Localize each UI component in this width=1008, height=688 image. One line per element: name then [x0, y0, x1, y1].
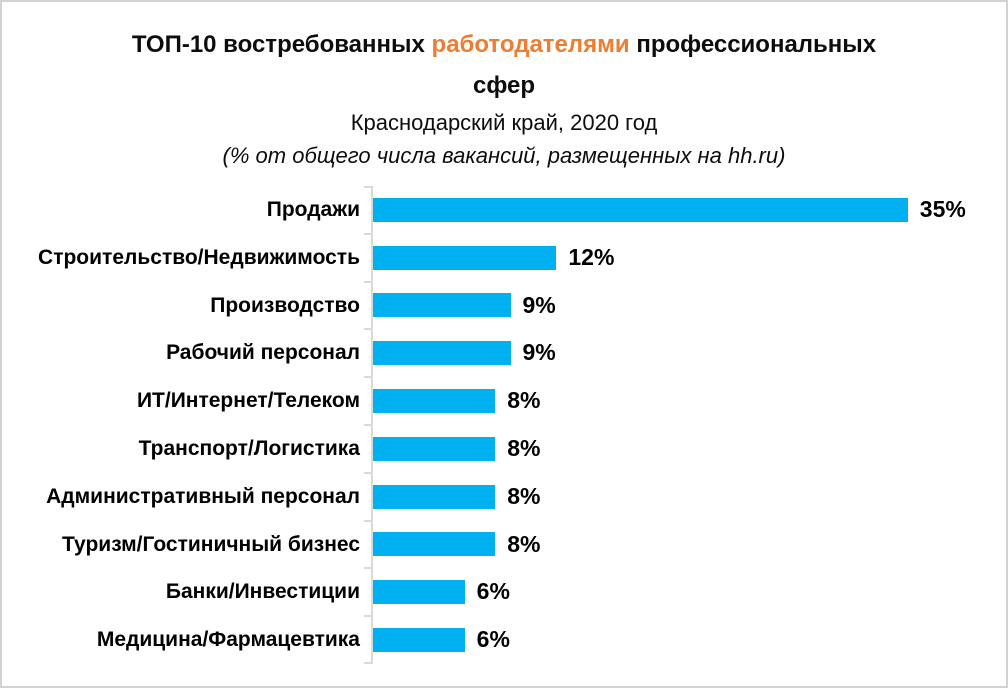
bar: [373, 245, 557, 270]
bar: [373, 389, 496, 414]
chart-row: Производство 9%: [2, 282, 1006, 330]
chart-row: ИТ/Интернет/Телеком 8%: [2, 377, 1006, 425]
value-label: 9%: [522, 339, 556, 366]
chart-subtitle: Краснодарский край, 2020 год: [350, 110, 658, 135]
value-label: 12%: [568, 243, 615, 270]
bar: [373, 532, 496, 557]
category-label: Медицина/Фармацевтика: [96, 628, 360, 652]
axis-tick: [364, 424, 371, 426]
axis-tick: [364, 471, 371, 474]
chart-row: Рабочий персонал 9%: [2, 329, 1006, 377]
category-label: Административный персонал: [46, 484, 360, 508]
value-label: 8%: [507, 530, 541, 557]
chart-row: Транспорт/Логистика 8%: [2, 425, 1006, 473]
axis-tick: [364, 567, 371, 570]
axis-tick: [364, 519, 371, 522]
chart-row: Строительство/Недвижимость 12%: [2, 234, 1006, 282]
axis-tick: [364, 615, 371, 618]
category-label: Рабочий персонал: [166, 341, 360, 365]
bar: [373, 341, 511, 366]
chart-row: Туризм/Гостиничный бизнес 8%: [2, 521, 1006, 569]
chart-row: Административный персонал 8%: [2, 473, 1006, 521]
value-label: 8%: [507, 435, 541, 461]
bar: [373, 436, 496, 461]
axis-tick: [364, 232, 371, 235]
chart-row: Продажи 35%: [2, 186, 1006, 234]
title-line1-prefix: ТОП-10 востребованных: [131, 31, 432, 58]
category-label: Производство: [210, 293, 360, 317]
category-label: Продажи: [266, 198, 360, 221]
category-label: ИТ/Интернет/Телеком: [136, 389, 360, 413]
title-line1-suffix: профессиональных: [629, 31, 877, 58]
title-block: ТОП-10 востребованных работодателями про…: [2, 2, 1006, 172]
chart-row: Медицина/Фармацевтика 6%: [2, 616, 1006, 664]
value-label: 8%: [507, 482, 541, 509]
value-label: 6%: [476, 578, 510, 605]
value-label: 35%: [919, 196, 966, 222]
value-label: 6%: [476, 626, 510, 653]
category-label: Транспорт/Логистика: [138, 437, 360, 460]
axis-tick: [364, 186, 371, 188]
bar: [373, 293, 511, 318]
bar-chart: Продажи 35% Строительство/Недвижимость 12% П…: [2, 186, 1006, 664]
category-label: Строительство/Недвижимость: [38, 245, 360, 269]
bar: [373, 197, 908, 222]
category-axis-line: [371, 186, 373, 664]
chart-title: ТОП-10 востребованных работодателями про…: [2, 24, 1006, 106]
bar: [373, 580, 465, 605]
chart-note: (% от общего числа вакансий, размещенных…: [222, 143, 786, 168]
bar: [373, 628, 465, 653]
axis-tick: [364, 376, 371, 379]
axis-tick: [364, 280, 371, 283]
chart-row: Банки/Инвестиции 6%: [2, 568, 1006, 616]
category-label: Туризм/Гостиничный бизнес: [62, 532, 360, 556]
axis-tick: [364, 328, 371, 331]
value-label: 9%: [522, 291, 556, 318]
axis-tick: [364, 662, 371, 664]
title-line2: сфер: [472, 72, 536, 99]
title-highlight: работодателями: [431, 31, 630, 58]
bar: [373, 484, 496, 509]
category-label: Банки/Инвестиции: [165, 580, 360, 604]
value-label: 8%: [507, 387, 541, 414]
